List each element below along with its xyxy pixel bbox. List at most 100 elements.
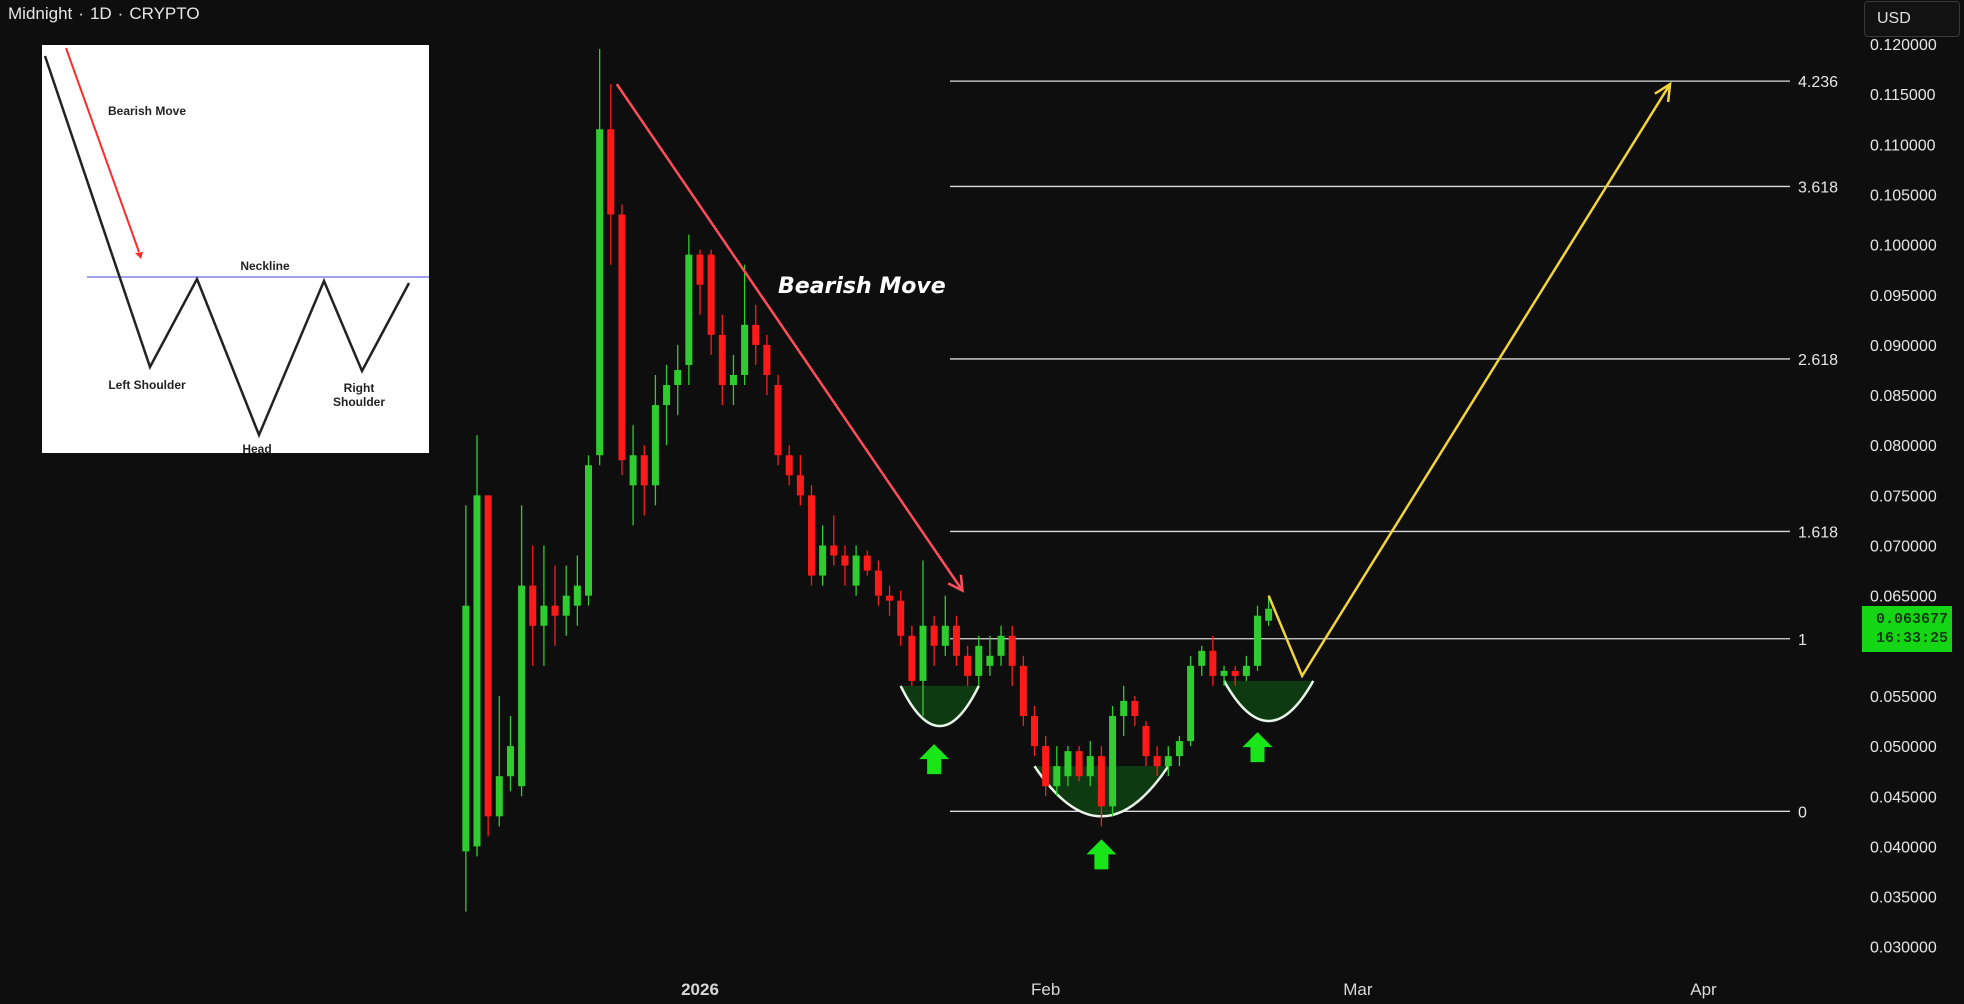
candle-body bbox=[986, 655, 994, 666]
candle-body bbox=[841, 555, 849, 566]
candle-countdown: 16:33:25 bbox=[1875, 630, 1948, 647]
projection-arrowhead bbox=[1654, 81, 1672, 103]
candle-body bbox=[897, 600, 905, 636]
candle-body bbox=[1175, 741, 1183, 757]
fib-level-label: 0 bbox=[1798, 804, 1807, 821]
candle-body bbox=[707, 254, 715, 335]
last-price-tag: 0.063677 16:33:25 bbox=[1862, 606, 1952, 652]
y-axis-tick-label: 0.095000 bbox=[1870, 288, 1937, 305]
candle-body bbox=[1031, 716, 1038, 747]
candle-body bbox=[663, 385, 671, 406]
bearish-trend-arrowhead bbox=[947, 574, 964, 593]
y-axis-tick-label: 0.030000 bbox=[1870, 940, 1937, 957]
up-signal-arrow bbox=[1242, 732, 1273, 763]
candle-body bbox=[1254, 615, 1261, 666]
y-axis-tick-label: 0.090000 bbox=[1870, 338, 1937, 355]
inset-left-shoulder-label: Left Shoulder bbox=[108, 378, 186, 392]
inset-head-label: Head bbox=[242, 442, 272, 453]
y-axis-tick-label: 0.045000 bbox=[1870, 789, 1937, 806]
y-axis-tick-label: 0.085000 bbox=[1870, 388, 1937, 405]
fib-level-label: 3.618 bbox=[1798, 179, 1838, 196]
up-signal-arrow bbox=[919, 744, 950, 775]
candle-body bbox=[462, 605, 470, 852]
candle-body bbox=[763, 344, 771, 375]
candle-body bbox=[863, 555, 871, 571]
pattern-diagram bbox=[43, 47, 429, 439]
y-axis-tick-label: 0.120000 bbox=[1870, 37, 1937, 54]
candle-body bbox=[585, 465, 592, 596]
candle-body bbox=[1042, 746, 1050, 787]
candle-body bbox=[908, 635, 916, 681]
candle-body bbox=[607, 129, 615, 215]
y-axis-tick-label: 0.035000 bbox=[1870, 890, 1937, 907]
candle-body bbox=[886, 595, 894, 601]
candle-body bbox=[964, 655, 972, 676]
candle-body bbox=[1008, 635, 1016, 666]
cup-outline bbox=[1222, 680, 1315, 723]
candle-body bbox=[1231, 670, 1239, 676]
candle-body bbox=[874, 570, 882, 596]
y-axis-tick-label: 0.115000 bbox=[1870, 87, 1936, 104]
candle-body bbox=[774, 385, 782, 456]
candle-body bbox=[941, 625, 949, 646]
candle-body bbox=[1198, 650, 1206, 666]
candle-body bbox=[1053, 766, 1061, 787]
candle-body bbox=[551, 605, 559, 616]
cup-outline bbox=[899, 685, 980, 728]
candle-body bbox=[1075, 751, 1083, 777]
y-axis-tick-label: 0.055000 bbox=[1870, 689, 1937, 706]
candle-body bbox=[1220, 670, 1228, 676]
candle-body bbox=[752, 324, 760, 345]
inset-right-shoulder-label: Right Shoulder bbox=[332, 381, 385, 409]
candle-body bbox=[1153, 756, 1161, 767]
head-and-shoulders-reference-image: Bearish Move Neckline Left Shoulder Head… bbox=[42, 45, 429, 453]
x-axis-tick-label: 2026 bbox=[681, 980, 719, 999]
candle-body bbox=[1242, 665, 1250, 676]
candle-body bbox=[1086, 756, 1094, 777]
x-axis-tick-label: Feb bbox=[1031, 980, 1060, 999]
candle-body bbox=[596, 129, 604, 456]
y-axis-tick-label: 0.100000 bbox=[1870, 238, 1937, 255]
candle-body bbox=[718, 334, 726, 386]
candle-body bbox=[1097, 756, 1105, 807]
candle-body bbox=[540, 605, 548, 626]
title-separator: · bbox=[78, 4, 84, 23]
title-separator: · bbox=[117, 4, 124, 23]
candle-body bbox=[1109, 716, 1117, 807]
candle-body bbox=[997, 635, 1005, 656]
up-signal-arrow bbox=[1086, 839, 1117, 870]
candle-body bbox=[729, 374, 737, 386]
candle-body bbox=[808, 495, 815, 576]
symbol-title[interactable]: Midnight · 1D · CRYPTO bbox=[8, 4, 200, 24]
market-label: CRYPTO bbox=[129, 4, 200, 23]
candle-body bbox=[796, 475, 804, 496]
candle-body bbox=[1164, 756, 1172, 767]
interval-label: 1D bbox=[89, 4, 112, 23]
bearish-trend-arrow bbox=[615, 83, 964, 592]
y-axis-tick-label: 0.050000 bbox=[1870, 739, 1937, 756]
candle-body bbox=[495, 776, 503, 817]
y-axis-tick-label: 0.080000 bbox=[1870, 438, 1937, 455]
candle-body bbox=[741, 324, 749, 375]
candle-body bbox=[1209, 650, 1217, 676]
candle-body bbox=[852, 555, 860, 586]
currency-button[interactable]: USD bbox=[1864, 1, 1960, 37]
candle-body bbox=[1064, 751, 1072, 777]
candle-body bbox=[685, 254, 693, 365]
candle-body bbox=[919, 625, 927, 681]
pattern-path bbox=[43, 55, 411, 439]
x-axis-tick-label: Apr bbox=[1690, 980, 1717, 999]
candle-body bbox=[952, 625, 960, 656]
fib-level-label: 2.618 bbox=[1798, 352, 1838, 369]
inset-bearish-move-label: Bearish Move bbox=[107, 104, 187, 118]
candle-body bbox=[674, 369, 682, 386]
candle-body bbox=[1265, 608, 1273, 621]
symbol-name: Midnight bbox=[8, 4, 73, 23]
candle-body bbox=[473, 495, 481, 847]
candle-body bbox=[819, 545, 827, 576]
candle-body bbox=[696, 254, 704, 285]
projection-arrow bbox=[1267, 83, 1672, 679]
y-axis-tick-label: 0.040000 bbox=[1870, 839, 1937, 856]
bearish-move-arrow bbox=[65, 47, 140, 253]
